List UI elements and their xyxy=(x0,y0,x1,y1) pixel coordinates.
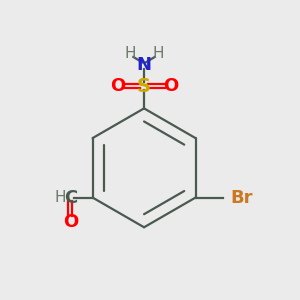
Text: H: H xyxy=(124,46,136,61)
Text: H: H xyxy=(54,190,65,205)
Text: H: H xyxy=(152,46,164,61)
Text: C: C xyxy=(64,189,77,207)
Text: O: O xyxy=(163,77,178,95)
Text: O: O xyxy=(110,77,125,95)
Text: S: S xyxy=(137,76,151,96)
Text: Br: Br xyxy=(230,189,253,207)
Text: N: N xyxy=(136,56,152,74)
Text: O: O xyxy=(63,213,78,231)
